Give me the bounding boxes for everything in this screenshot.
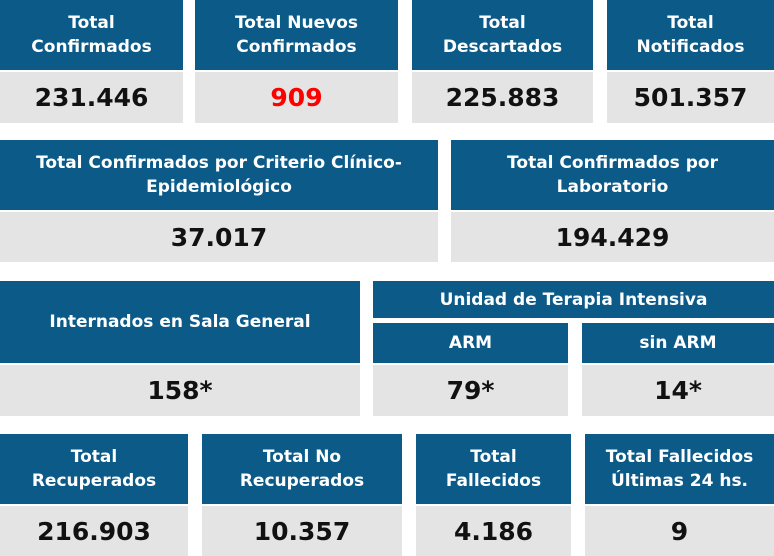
card-fallecidos-ultimas-24hs: Total Fallecidos Últimas 24 hs. 9 [585, 434, 774, 556]
card-value: 14* [582, 365, 774, 416]
card-total-descartados: Total Descartados 225.883 [412, 0, 593, 123]
card-value: 4.186 [416, 506, 571, 556]
card-label: Total Fallecidos Últimas 24 hs. [585, 434, 774, 504]
card-label: Total No Recuperados [202, 434, 402, 504]
card-value: 225.883 [412, 72, 593, 123]
card-value: 194.429 [451, 212, 774, 262]
card-label: Internados en Sala General [0, 281, 360, 363]
card-value: 37.017 [0, 212, 438, 262]
card-label: sin ARM [582, 323, 774, 363]
card-label: Total Confirmados [0, 0, 183, 70]
card-total-confirmados: Total Confirmados 231.446 [0, 0, 183, 123]
card-label: Total Nuevos Confirmados [195, 0, 398, 70]
card-value: 501.357 [607, 72, 774, 123]
card-label: Total Confirmados por Criterio Clínico- … [0, 140, 438, 210]
card-value: 9 [585, 506, 774, 556]
card-total-no-recuperados: Total No Recuperados 10.357 [202, 434, 402, 556]
card-confirmados-laboratorio: Total Confirmados por Laboratorio 194.42… [451, 140, 774, 262]
card-label: Total Fallecidos [416, 434, 571, 504]
card-label: Total Notificados [607, 0, 774, 70]
card-value: 216.903 [0, 506, 188, 556]
card-total-notificados: Total Notificados 501.357 [607, 0, 774, 123]
card-uti-arm: ARM 79* [373, 323, 568, 416]
card-label: ARM [373, 323, 568, 363]
card-value: 79* [373, 365, 568, 416]
card-value: 231.446 [0, 72, 183, 123]
card-total-fallecidos: Total Fallecidos 4.186 [416, 434, 571, 556]
uti-title: Unidad de Terapia Intensiva [373, 281, 774, 318]
card-label: Total Confirmados por Laboratorio [451, 140, 774, 210]
card-internados-sala-general: Internados en Sala General 158* [0, 281, 360, 416]
card-value: 909 [195, 72, 398, 123]
card-value: 10.357 [202, 506, 402, 556]
card-label: Total Recuperados [0, 434, 188, 504]
card-value: 158* [0, 365, 360, 416]
card-label: Total Descartados [412, 0, 593, 70]
card-uti-sin-arm: sin ARM 14* [582, 323, 774, 416]
card-confirmados-criterio-clinico: Total Confirmados por Criterio Clínico- … [0, 140, 438, 262]
card-total-recuperados: Total Recuperados 216.903 [0, 434, 188, 556]
card-total-nuevos-confirmados: Total Nuevos Confirmados 909 [195, 0, 398, 123]
